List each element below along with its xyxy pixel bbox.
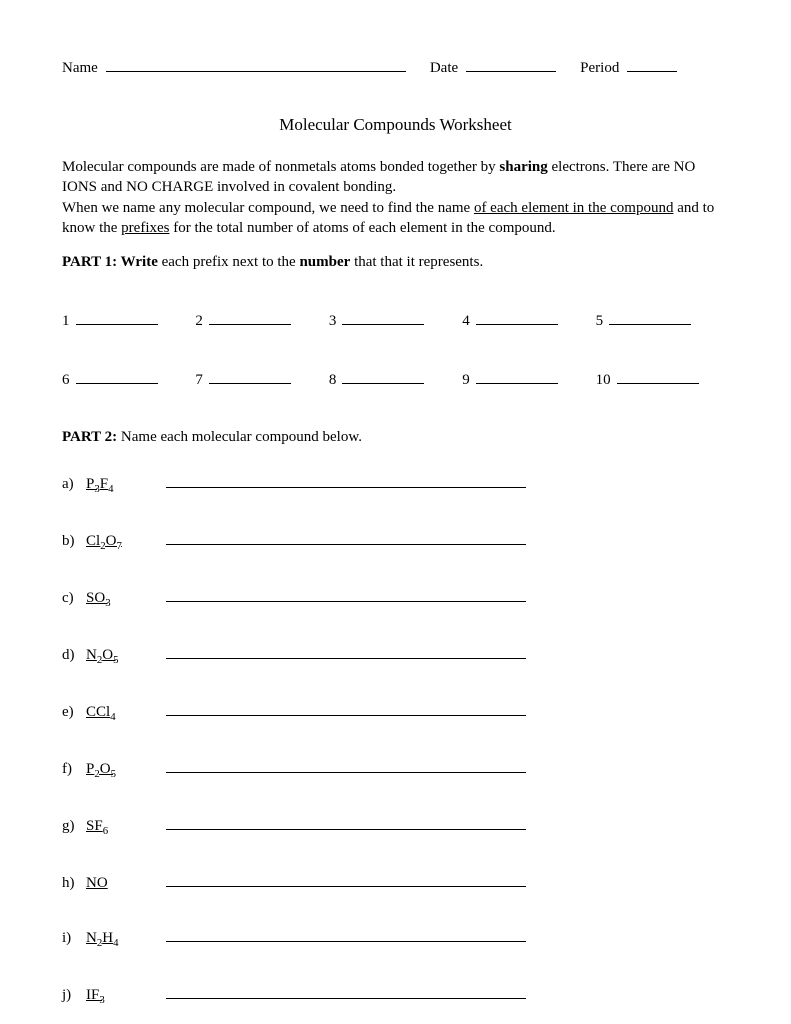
worksheet-title: Molecular Compounds Worksheet [62, 115, 729, 135]
prefix-number: 5 [596, 313, 604, 330]
compound-letter: b) [62, 533, 86, 550]
compound-formula: P2O5 [86, 761, 166, 780]
compound-letter: i) [62, 930, 86, 947]
compound-formula: SO3 [86, 590, 166, 609]
compound-row: c)SO3 [62, 588, 729, 609]
prefix-number: 2 [195, 313, 203, 330]
prefix-item: 4 [462, 311, 595, 330]
compound-formula: SF6 [86, 818, 166, 837]
compound-answer-blank[interactable] [166, 702, 526, 716]
prefix-item: 9 [462, 370, 595, 389]
compound-answer-blank[interactable] [166, 474, 526, 488]
header-fields: Name Date Period [62, 58, 729, 77]
date-label: Date [430, 60, 458, 77]
compound-answer-blank[interactable] [166, 588, 526, 602]
compound-formula: P3F4 [86, 476, 166, 495]
compound-row: a)P3F4 [62, 474, 729, 495]
compound-formula: N2O5 [86, 647, 166, 666]
period-label: Period [580, 60, 619, 77]
period-blank[interactable] [627, 58, 677, 72]
part2-bold: PART 2: [62, 429, 117, 445]
compound-list: a)P3F4 b)Cl2O7 c)SO3 d)N2O5 e)CCl4 f)P2O5 g)SF… [62, 474, 729, 1006]
prefix-item: 6 [62, 370, 195, 389]
compound-letter: g) [62, 818, 86, 835]
prefix-blank[interactable] [209, 311, 291, 325]
prefix-blank[interactable] [609, 311, 691, 325]
compound-answer-blank[interactable] [166, 873, 526, 887]
compound-letter: e) [62, 704, 86, 721]
compound-row: i)N2H4 [62, 928, 729, 949]
part1-end: that that it represents. [350, 254, 483, 270]
prefix-item: 7 [195, 370, 328, 389]
prefix-item: 3 [329, 311, 462, 330]
name-label: Name [62, 60, 98, 77]
compound-answer-blank[interactable] [166, 816, 526, 830]
compound-row: h)NO [62, 873, 729, 892]
part2-rest: Name each molecular compound below. [117, 429, 362, 445]
compound-letter: d) [62, 647, 86, 664]
compound-row: g)SF6 [62, 816, 729, 837]
prefix-item: 10 [596, 370, 729, 389]
compound-formula: Cl2O7 [86, 533, 166, 552]
compound-row: f)P2O5 [62, 759, 729, 780]
prefix-number: 8 [329, 372, 337, 389]
intro-text5: for the total number of atoms of each el… [169, 220, 555, 236]
compound-letter: a) [62, 476, 86, 493]
compound-letter: c) [62, 590, 86, 607]
prefix-number: 7 [195, 372, 203, 389]
part2-instruction: PART 2: Name each molecular compound bel… [62, 429, 729, 446]
compound-answer-blank[interactable] [166, 985, 526, 999]
intro-underline1: of each element in the compound [474, 200, 674, 216]
intro-text: Molecular compounds are made of nonmetal… [62, 159, 499, 175]
prefix-row-2: 6 7 8 9 10 [62, 370, 729, 389]
part1-bold2: number [299, 254, 350, 270]
prefix-number: 1 [62, 313, 70, 330]
intro-paragraph: Molecular compounds are made of nonmetal… [62, 157, 729, 238]
prefix-number: 3 [329, 313, 337, 330]
prefix-number: 10 [596, 372, 611, 389]
prefix-blank[interactable] [342, 370, 424, 384]
compound-answer-blank[interactable] [166, 531, 526, 545]
prefix-number: 6 [62, 372, 70, 389]
prefix-blank[interactable] [617, 370, 699, 384]
compound-row: b)Cl2O7 [62, 531, 729, 552]
prefix-blank[interactable] [76, 370, 158, 384]
compound-row: d)N2O5 [62, 645, 729, 666]
compound-formula: N2H4 [86, 930, 166, 949]
intro-underline2: prefixes [121, 220, 169, 236]
prefix-blank[interactable] [476, 311, 558, 325]
prefix-blank[interactable] [476, 370, 558, 384]
prefix-number: 4 [462, 313, 470, 330]
intro-text3: When we name any molecular compound, we … [62, 200, 474, 216]
compound-letter: h) [62, 875, 86, 892]
compound-formula: NO [86, 875, 166, 892]
compound-formula: IF3 [86, 987, 166, 1006]
compound-formula: CCl4 [86, 704, 166, 723]
part1-bold1: PART 1: Write [62, 254, 158, 270]
compound-row: j)IF3 [62, 985, 729, 1006]
prefix-item: 1 [62, 311, 195, 330]
compound-row: e)CCl4 [62, 702, 729, 723]
compound-letter: j) [62, 987, 86, 1004]
compound-answer-blank[interactable] [166, 645, 526, 659]
prefix-item: 8 [329, 370, 462, 389]
part1-mid: each prefix next to the [158, 254, 300, 270]
prefix-item: 2 [195, 311, 328, 330]
prefix-blank[interactable] [209, 370, 291, 384]
compound-answer-blank[interactable] [166, 928, 526, 942]
prefix-blank[interactable] [342, 311, 424, 325]
intro-sharing: sharing [499, 159, 547, 175]
date-blank[interactable] [466, 58, 556, 72]
compound-answer-blank[interactable] [166, 759, 526, 773]
name-blank[interactable] [106, 58, 406, 72]
compound-letter: f) [62, 761, 86, 778]
prefix-number: 9 [462, 372, 470, 389]
prefix-row-1: 1 2 3 4 5 [62, 311, 729, 330]
prefix-blank[interactable] [76, 311, 158, 325]
part1-instruction: PART 1: Write each prefix next to the nu… [62, 254, 729, 271]
prefix-item: 5 [596, 311, 729, 330]
